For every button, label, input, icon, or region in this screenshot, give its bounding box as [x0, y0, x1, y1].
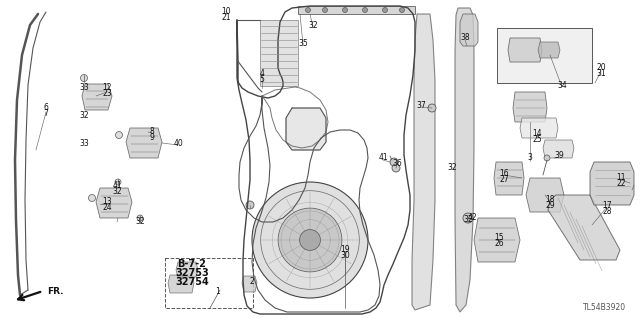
- Circle shape: [278, 208, 342, 272]
- Bar: [165, 258, 253, 308]
- Text: 32: 32: [112, 188, 122, 197]
- Polygon shape: [474, 218, 520, 262]
- Text: 2: 2: [250, 277, 254, 286]
- Text: 28: 28: [602, 206, 612, 216]
- Text: 21: 21: [221, 12, 231, 21]
- Circle shape: [246, 201, 254, 209]
- Text: 32753: 32753: [175, 268, 209, 278]
- Text: 33: 33: [79, 138, 89, 147]
- Circle shape: [305, 8, 310, 12]
- Text: 9: 9: [150, 132, 154, 142]
- Circle shape: [463, 213, 473, 223]
- Polygon shape: [460, 14, 478, 46]
- Text: 37: 37: [416, 100, 426, 109]
- Text: 14: 14: [532, 129, 542, 137]
- Text: 32: 32: [135, 218, 145, 226]
- Text: 33: 33: [79, 84, 89, 93]
- Polygon shape: [538, 42, 560, 58]
- Text: B-7-2: B-7-2: [177, 259, 207, 269]
- Polygon shape: [412, 14, 435, 310]
- Text: 3: 3: [527, 153, 532, 162]
- Text: FR.: FR.: [47, 287, 63, 296]
- Polygon shape: [548, 195, 620, 260]
- Text: 18: 18: [545, 196, 555, 204]
- Polygon shape: [286, 108, 326, 150]
- Text: 32: 32: [79, 110, 89, 120]
- Circle shape: [428, 104, 436, 112]
- Text: 8: 8: [150, 127, 154, 136]
- Text: 15: 15: [494, 234, 504, 242]
- Bar: [497, 28, 592, 83]
- Text: 5: 5: [260, 76, 264, 85]
- Polygon shape: [176, 262, 198, 277]
- Text: 16: 16: [499, 168, 509, 177]
- Text: 38: 38: [460, 33, 470, 41]
- Text: 30: 30: [340, 250, 350, 259]
- Text: 25: 25: [532, 135, 542, 144]
- Circle shape: [88, 195, 95, 202]
- Circle shape: [390, 158, 398, 166]
- Polygon shape: [494, 162, 524, 195]
- Text: 32754: 32754: [175, 277, 209, 287]
- Circle shape: [383, 8, 387, 12]
- Circle shape: [342, 8, 348, 12]
- Text: 41: 41: [112, 182, 122, 190]
- Text: 29: 29: [545, 202, 555, 211]
- Text: 7: 7: [44, 109, 49, 118]
- Polygon shape: [543, 140, 574, 158]
- Text: 1: 1: [216, 286, 220, 295]
- Text: 41: 41: [378, 153, 388, 162]
- Text: TL54B3920: TL54B3920: [583, 303, 626, 313]
- Polygon shape: [508, 38, 542, 62]
- Text: 20: 20: [596, 63, 606, 72]
- Polygon shape: [242, 276, 257, 292]
- Text: 13: 13: [102, 197, 112, 206]
- Text: 4: 4: [260, 69, 264, 78]
- Text: 19: 19: [340, 244, 350, 254]
- Text: 42: 42: [467, 212, 477, 221]
- Polygon shape: [513, 92, 547, 122]
- Text: 6: 6: [44, 103, 49, 113]
- Text: 23: 23: [102, 90, 112, 99]
- Text: 32: 32: [447, 164, 457, 173]
- Circle shape: [137, 215, 143, 221]
- Text: 26: 26: [494, 240, 504, 249]
- Circle shape: [544, 155, 550, 161]
- Circle shape: [81, 75, 88, 81]
- Text: 24: 24: [102, 204, 112, 212]
- Polygon shape: [126, 128, 162, 158]
- Circle shape: [362, 8, 367, 12]
- Circle shape: [392, 164, 400, 172]
- Text: 11: 11: [616, 174, 626, 182]
- Circle shape: [323, 8, 328, 12]
- Polygon shape: [168, 275, 194, 293]
- Circle shape: [115, 179, 121, 185]
- Polygon shape: [260, 20, 298, 86]
- Text: 17: 17: [602, 201, 612, 210]
- Text: 22: 22: [616, 180, 626, 189]
- Text: 10: 10: [221, 6, 231, 16]
- Text: 31: 31: [596, 70, 606, 78]
- Text: 35: 35: [298, 39, 308, 48]
- Text: 32: 32: [308, 21, 318, 31]
- Polygon shape: [82, 84, 112, 110]
- Text: 34: 34: [557, 80, 567, 90]
- Polygon shape: [298, 6, 415, 14]
- Circle shape: [399, 8, 404, 12]
- Polygon shape: [526, 178, 564, 212]
- Text: 40: 40: [173, 138, 183, 147]
- Text: 12: 12: [102, 84, 112, 93]
- Polygon shape: [96, 188, 132, 218]
- Circle shape: [300, 230, 321, 250]
- Polygon shape: [590, 162, 634, 205]
- Text: 36: 36: [392, 159, 402, 167]
- Polygon shape: [455, 8, 474, 312]
- Polygon shape: [520, 118, 558, 138]
- Circle shape: [115, 131, 122, 138]
- Circle shape: [252, 182, 368, 298]
- Text: 27: 27: [499, 174, 509, 183]
- Text: 32: 32: [463, 216, 473, 225]
- Text: 39: 39: [554, 151, 564, 160]
